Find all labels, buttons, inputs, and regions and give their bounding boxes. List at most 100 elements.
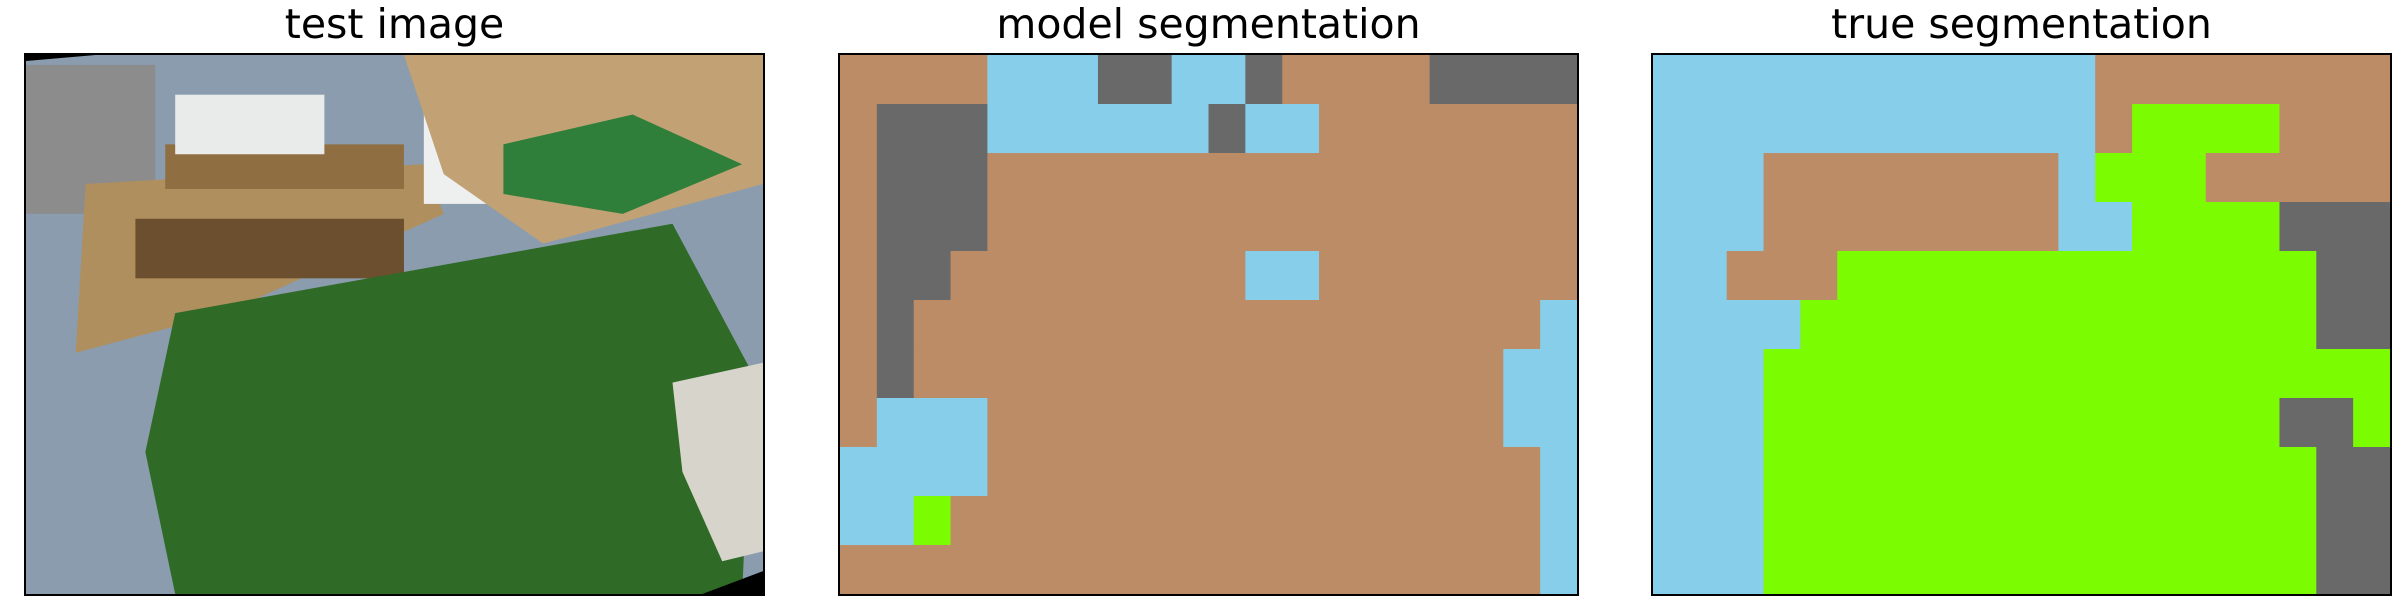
model-segmentation-cell xyxy=(1282,153,1320,203)
model-segmentation-cell xyxy=(1061,201,1099,252)
model-segmentation-cell xyxy=(1245,545,1283,594)
true-segmentation-cell xyxy=(2279,495,2317,546)
model-segmentation-cell xyxy=(876,348,915,399)
model-segmentation-cell xyxy=(950,250,988,301)
model-segmentation-cell xyxy=(1097,300,1136,350)
true-segmentation-cell xyxy=(2279,250,2317,301)
model-segmentation-cell xyxy=(1319,103,1357,154)
true-segmentation-cell xyxy=(1800,250,1838,301)
model-segmentation-cell xyxy=(1134,348,1173,399)
true-segmentation-cell xyxy=(2132,300,2170,350)
true-segmentation-cell xyxy=(1874,153,1912,203)
model-segmentation-cell xyxy=(1208,398,1246,448)
true-segmentation-cell xyxy=(1947,348,1986,399)
model-segmentation-cell xyxy=(913,300,952,350)
true-segmentation-cell xyxy=(2353,55,2390,105)
true-segmentation-cell xyxy=(2095,398,2133,448)
model-segmentation-cell xyxy=(1503,447,1541,497)
true-segmentation-cell xyxy=(1653,55,1691,105)
true-segmentation-cell xyxy=(2132,348,2170,399)
true-segmentation-cell xyxy=(1947,201,1986,252)
true-segmentation-cell xyxy=(2242,153,2281,203)
true-segmentation-cell xyxy=(2205,495,2244,546)
true-segmentation-cell xyxy=(1837,348,1875,399)
true-segmentation-cell xyxy=(1837,250,1875,301)
true-segmentation-cell xyxy=(2205,545,2244,594)
model-segmentation-cell xyxy=(1429,201,1468,252)
model-segmentation-cell xyxy=(1355,250,1394,301)
model-segmentation-map xyxy=(840,55,1577,594)
model-segmentation-cell xyxy=(913,398,952,448)
model-segmentation-cell xyxy=(1503,153,1541,203)
model-segmentation-cell xyxy=(1208,201,1246,252)
model-segmentation-cell xyxy=(950,348,988,399)
true-segmentation-cell xyxy=(1984,103,2023,154)
model-segmentation-cell xyxy=(1097,495,1136,546)
true-segmentation-cell xyxy=(1726,153,1765,203)
model-segmentation-cell xyxy=(1429,153,1468,203)
model-segmentation-cell xyxy=(1392,153,1431,203)
true-segmentation-cell xyxy=(2205,103,2244,154)
true-segmentation-cell xyxy=(2316,545,2354,594)
true-segmentation-cell xyxy=(2279,348,2317,399)
model-segmentation-cell xyxy=(1061,348,1099,399)
true-segmentation-cell xyxy=(2353,348,2390,399)
true-segmentation-cell xyxy=(1763,300,1801,350)
true-segmentation-cell xyxy=(2021,545,2059,594)
true-segmentation-cell xyxy=(1910,201,1949,252)
true-segmentation-cell xyxy=(1837,55,1875,105)
true-segmentation-cell xyxy=(1910,398,1949,448)
model-segmentation-cell xyxy=(1134,447,1173,497)
model-segmentation-cell xyxy=(1540,545,1577,594)
true-segmentation-cell xyxy=(2316,55,2354,105)
model-segmentation-cell xyxy=(950,103,988,154)
true-segmentation-cell xyxy=(1910,103,1949,154)
true-segmentation-cell xyxy=(1800,201,1838,252)
model-segmentation-cell xyxy=(1134,495,1173,546)
true-segmentation-cell xyxy=(1837,103,1875,154)
model-segmentation-cell xyxy=(1319,55,1357,105)
model-segmentation-cell xyxy=(1355,447,1394,497)
model-segmentation-cell xyxy=(1061,398,1099,448)
model-segmentation-cell xyxy=(913,201,952,252)
model-segmentation-cell xyxy=(1097,545,1136,594)
model-segmentation-cell xyxy=(876,447,915,497)
model-segmentation-cell xyxy=(1503,55,1541,105)
true-segmentation-cell xyxy=(1910,153,1949,203)
model-segmentation-cell xyxy=(1466,447,1504,497)
true-segmentation-cell xyxy=(2242,201,2281,252)
model-segmentation-cell xyxy=(1024,55,1062,105)
model-segmentation-panel xyxy=(838,53,1579,596)
true-segmentation-cell xyxy=(1874,398,1912,448)
true-segmentation-cell xyxy=(1726,447,1765,497)
model-segmentation-cell xyxy=(1024,447,1062,497)
panel-title-true-segmentation: true segmentation xyxy=(1831,0,2212,48)
true-segmentation-cell xyxy=(2353,447,2390,497)
true-segmentation-cell xyxy=(1726,201,1765,252)
true-segmentation-cell xyxy=(2021,250,2059,301)
model-segmentation-cell xyxy=(1466,250,1504,301)
true-segmentation-cell xyxy=(1726,300,1765,350)
model-segmentation-cell xyxy=(1282,447,1320,497)
true-segmentation-cell xyxy=(1689,495,1728,546)
true-segmentation-cell xyxy=(2168,250,2207,301)
true-segmentation-cell xyxy=(1910,55,1949,105)
model-segmentation-cell xyxy=(1282,201,1320,252)
true-segmentation-cell xyxy=(1763,250,1801,301)
true-segmentation-cell xyxy=(2132,201,2170,252)
model-segmentation-cell xyxy=(1134,545,1173,594)
true-segmentation-cell xyxy=(1800,398,1838,448)
model-segmentation-cell xyxy=(1024,545,1062,594)
true-segmentation-cell xyxy=(2279,153,2317,203)
model-segmentation-cell xyxy=(1097,153,1136,203)
true-segmentation-cell xyxy=(2021,300,2059,350)
model-segmentation-cell xyxy=(1061,545,1099,594)
true-segmentation-cell xyxy=(2132,447,2170,497)
true-segmentation-cell xyxy=(1763,103,1801,154)
true-segmentation-cell xyxy=(2168,495,2207,546)
true-segmentation-cell xyxy=(1800,55,1838,105)
true-segmentation-cell xyxy=(2132,250,2170,301)
model-segmentation-cell xyxy=(950,201,988,252)
model-segmentation-cell xyxy=(1429,495,1468,546)
model-segmentation-cell xyxy=(1355,495,1394,546)
